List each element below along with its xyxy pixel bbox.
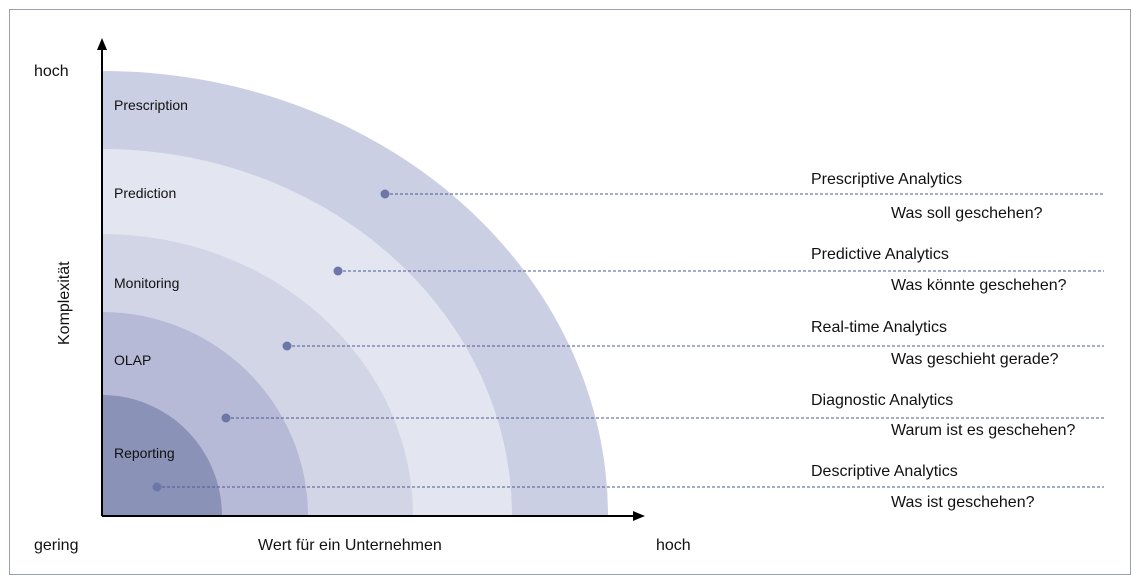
- dot-predictive: [333, 266, 343, 276]
- level-question-descriptive: Was ist geschehen?: [891, 494, 1035, 511]
- dot-diagnostic: [221, 413, 231, 423]
- level-question-diagnostic: Warum ist es geschehen?: [891, 422, 1076, 439]
- y-axis-title: Komplexität: [56, 261, 73, 345]
- diagram-frame: [9, 9, 1131, 575]
- dot-realtime: [282, 341, 292, 351]
- ring-label-monitoring: Monitoring: [114, 275, 180, 291]
- ring-label-olap: OLAP: [114, 352, 152, 368]
- y-axis-high-label: hoch: [34, 63, 69, 80]
- x-axis-high-label: hoch: [656, 537, 691, 554]
- x-axis-low-label: gering: [34, 537, 79, 554]
- x-axis-title: Wert für ein Unternehmen: [258, 537, 442, 554]
- ring-label-prescription: Prescription: [114, 97, 188, 113]
- level-question-predictive: Was könnte geschehen?: [891, 277, 1067, 294]
- dot-prescriptive: [380, 189, 390, 199]
- level-title-prescriptive: Prescriptive Analytics: [811, 171, 963, 188]
- level-question-realtime: Was geschieht gerade?: [891, 351, 1059, 368]
- ring-label-prediction: Prediction: [114, 185, 177, 201]
- level-title-predictive: Predictive Analytics: [811, 246, 949, 263]
- ring-label-reporting: Reporting: [114, 445, 175, 461]
- ring-reporting: [102, 395, 222, 516]
- level-question-prescriptive: Was soll geschehen?: [891, 205, 1043, 222]
- level-title-diagnostic: Diagnostic Analytics: [811, 392, 954, 409]
- level-title-realtime: Real-time Analytics: [811, 319, 948, 336]
- level-title-descriptive: Descriptive Analytics: [811, 463, 958, 480]
- connector-lines: [157, 193, 1104, 488]
- y-axis-arrow: [97, 38, 107, 50]
- x-axis-arrow: [633, 511, 645, 521]
- dot-descriptive: [152, 482, 162, 492]
